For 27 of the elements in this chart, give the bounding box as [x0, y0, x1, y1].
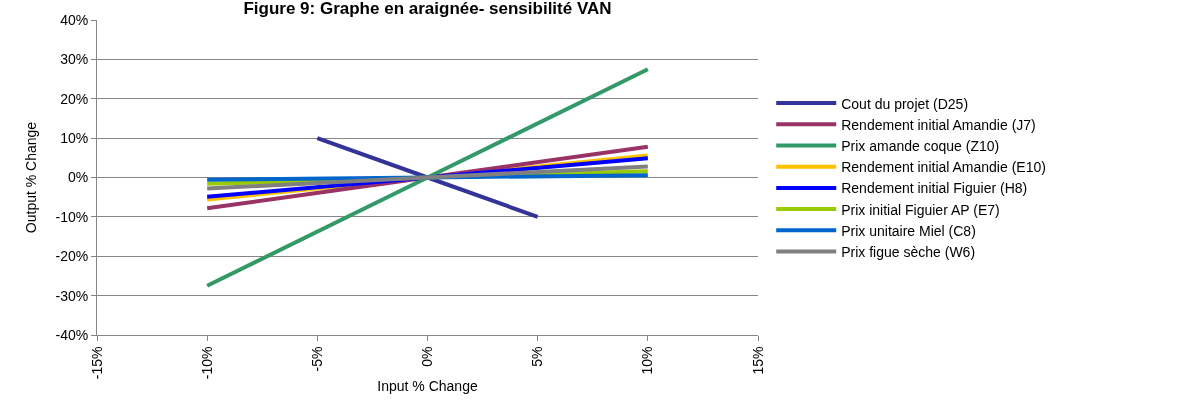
x-tick-label: -10% [198, 346, 215, 380]
y-tick-label: -20% [55, 248, 89, 265]
x-tick-label: -5% [308, 346, 325, 372]
chart-title: Figure 9: Graphe en araignée- sensibilité VAN [243, 0, 612, 18]
x-tick-label: 10% [639, 346, 656, 375]
legend-label: Rendement initial Amandie (E10) [841, 159, 1046, 176]
y-tick-label: 20% [60, 90, 89, 107]
y-tick-label: 0% [67, 169, 89, 186]
x-tick-label: -15% [88, 346, 105, 380]
x-axis-title: Input % Change [377, 377, 478, 394]
legend-label: Prix unitaire Miel (C8) [841, 222, 976, 239]
legend-label: Prix amande coque (Z10) [841, 137, 1000, 154]
y-tick-label: -30% [55, 287, 89, 304]
y-tick-label: -40% [55, 326, 89, 343]
y-tick-label: -10% [55, 208, 89, 225]
y-tick-label: 10% [60, 130, 89, 147]
legend-label: Prix initial Figuier AP (E7) [841, 201, 1000, 218]
y-tick-label: 40% [60, 11, 89, 28]
legend-label: Cout du projet (D25) [841, 95, 969, 112]
y-axis-title: Output % Change [23, 121, 40, 234]
x-tick-label: 15% [749, 346, 766, 375]
legend-label: Rendement initial Amandie (J7) [841, 116, 1036, 133]
x-tick-label: 5% [529, 346, 546, 367]
legend-label: Prix figue sèche (W6) [841, 243, 976, 260]
x-tick-label: 0% [419, 346, 436, 367]
y-tick-label: 30% [60, 51, 89, 68]
legend-label: Rendement initial Figuier (H8) [841, 180, 1028, 197]
